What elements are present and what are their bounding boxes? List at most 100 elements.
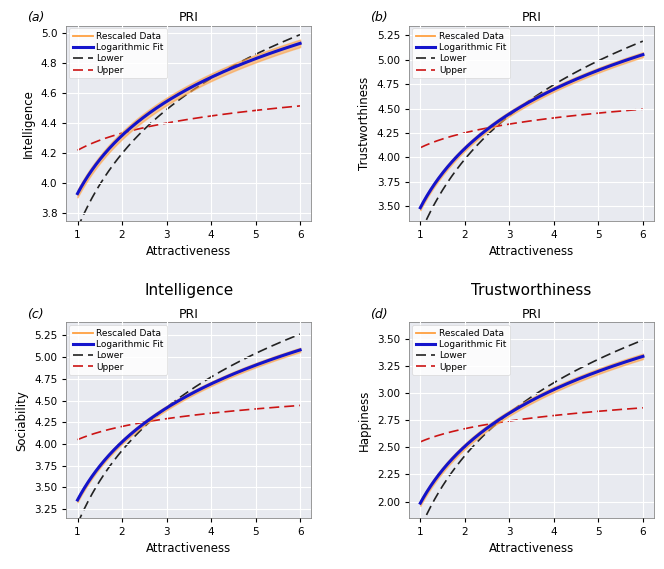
Y-axis label: Trustworthiness: Trustworthiness [359,77,371,170]
Rescaled Data [556,384,564,390]
Lower [146,121,154,127]
Logarithmic Fit [556,384,564,390]
Lower [577,66,585,73]
Logarithmic Fit [577,74,585,81]
Lower [489,423,497,430]
Line: Logarithmic Fit: Logarithmic Fit [78,350,300,500]
Lower [578,65,586,72]
Text: (d): (d) [370,307,388,320]
Line: Lower: Lower [78,35,300,228]
Upper [235,109,243,116]
Upper [162,120,170,127]
Upper [234,109,242,116]
Upper [162,415,170,422]
Logarithmic Fit [505,111,513,118]
Lower [505,113,513,119]
Line: Lower: Lower [420,41,643,234]
Lower [235,358,243,365]
Rescaled Data [146,415,154,422]
Y-axis label: Sociability: Sociability [15,390,29,451]
Lower [100,174,108,181]
Lower [214,71,222,78]
Upper [556,114,564,121]
Logarithmic Fit [443,461,451,468]
Logarithmic Fit [74,497,82,504]
Upper [416,439,424,446]
Title: PRI: PRI [522,11,542,24]
Rescaled Data [162,405,170,412]
Text: (c): (c) [27,307,44,320]
Line: Upper: Upper [420,408,643,442]
Logarithmic Fit [214,71,222,78]
Legend: Rescaled Data, Logarithmic Fit, Lower, Upper: Rescaled Data, Logarithmic Fit, Lower, U… [69,28,167,79]
Line: Rescaled Data: Rescaled Data [420,55,643,208]
Upper [578,409,586,416]
Rescaled Data [578,374,586,381]
Rescaled Data [505,410,513,417]
Text: Intelligence: Intelligence [144,283,234,298]
Logarithmic Fit [234,369,242,376]
Lower [443,476,451,483]
Line: Upper: Upper [78,106,300,150]
Lower [296,331,304,337]
Rescaled Data [162,98,170,105]
Logarithmic Fit [100,151,108,158]
Title: PRI: PRI [522,308,542,321]
Lower [162,405,170,411]
Legend: Rescaled Data, Logarithmic Fit, Lower, Upper: Rescaled Data, Logarithmic Fit, Lower, U… [69,325,167,375]
Logarithmic Fit [146,415,154,422]
Logarithmic Fit [235,368,243,375]
Upper [639,405,647,411]
Rescaled Data [100,457,108,464]
X-axis label: Attractiveness: Attractiveness [146,245,232,258]
Lower [234,358,242,365]
Logarithmic Fit [639,51,647,58]
Lower [74,225,82,232]
Upper [146,418,154,424]
Rescaled Data [505,111,513,118]
Logarithmic Fit [416,204,424,211]
Rescaled Data [639,51,647,58]
Logarithmic Fit [74,190,82,197]
Upper [296,402,304,409]
Logarithmic Fit [214,377,222,384]
Rescaled Data [489,420,497,427]
Rescaled Data [235,61,243,68]
Legend: Rescaled Data, Logarithmic Fit, Lower, Upper: Rescaled Data, Logarithmic Fit, Lower, U… [412,325,510,375]
Title: PRI: PRI [179,308,199,321]
Rescaled Data [74,497,82,504]
Line: Rescaled Data: Rescaled Data [78,350,300,500]
Upper [577,112,585,118]
Logarithmic Fit [235,61,243,68]
Title: PRI: PRI [179,11,199,24]
Y-axis label: Happiness: Happiness [359,389,371,451]
Upper [416,145,424,151]
Line: Lower: Lower [78,334,300,524]
Lower [443,180,451,187]
Logarithmic Fit [505,410,513,417]
Lower [505,410,513,417]
Lower [214,370,222,377]
Rescaled Data [577,374,585,381]
Logarithmic Fit [296,347,304,353]
Lower [489,126,497,133]
Line: Logarithmic Fit: Logarithmic Fit [420,356,643,503]
Upper [100,135,108,142]
Rescaled Data [146,109,154,116]
Line: Upper: Upper [78,406,300,440]
Rescaled Data [296,40,304,47]
Lower [577,364,585,371]
Logarithmic Fit [296,40,304,47]
Upper [505,418,513,424]
Rescaled Data [416,500,424,506]
Upper [74,147,82,154]
Lower [296,31,304,38]
Rescaled Data [234,62,242,69]
Line: Rescaled Data: Rescaled Data [420,356,643,503]
Upper [234,407,242,414]
Logarithmic Fit [639,353,647,360]
Upper [489,123,497,130]
Y-axis label: Intelligence: Intelligence [22,89,35,158]
Logarithmic Fit [162,98,170,105]
Upper [578,112,586,118]
